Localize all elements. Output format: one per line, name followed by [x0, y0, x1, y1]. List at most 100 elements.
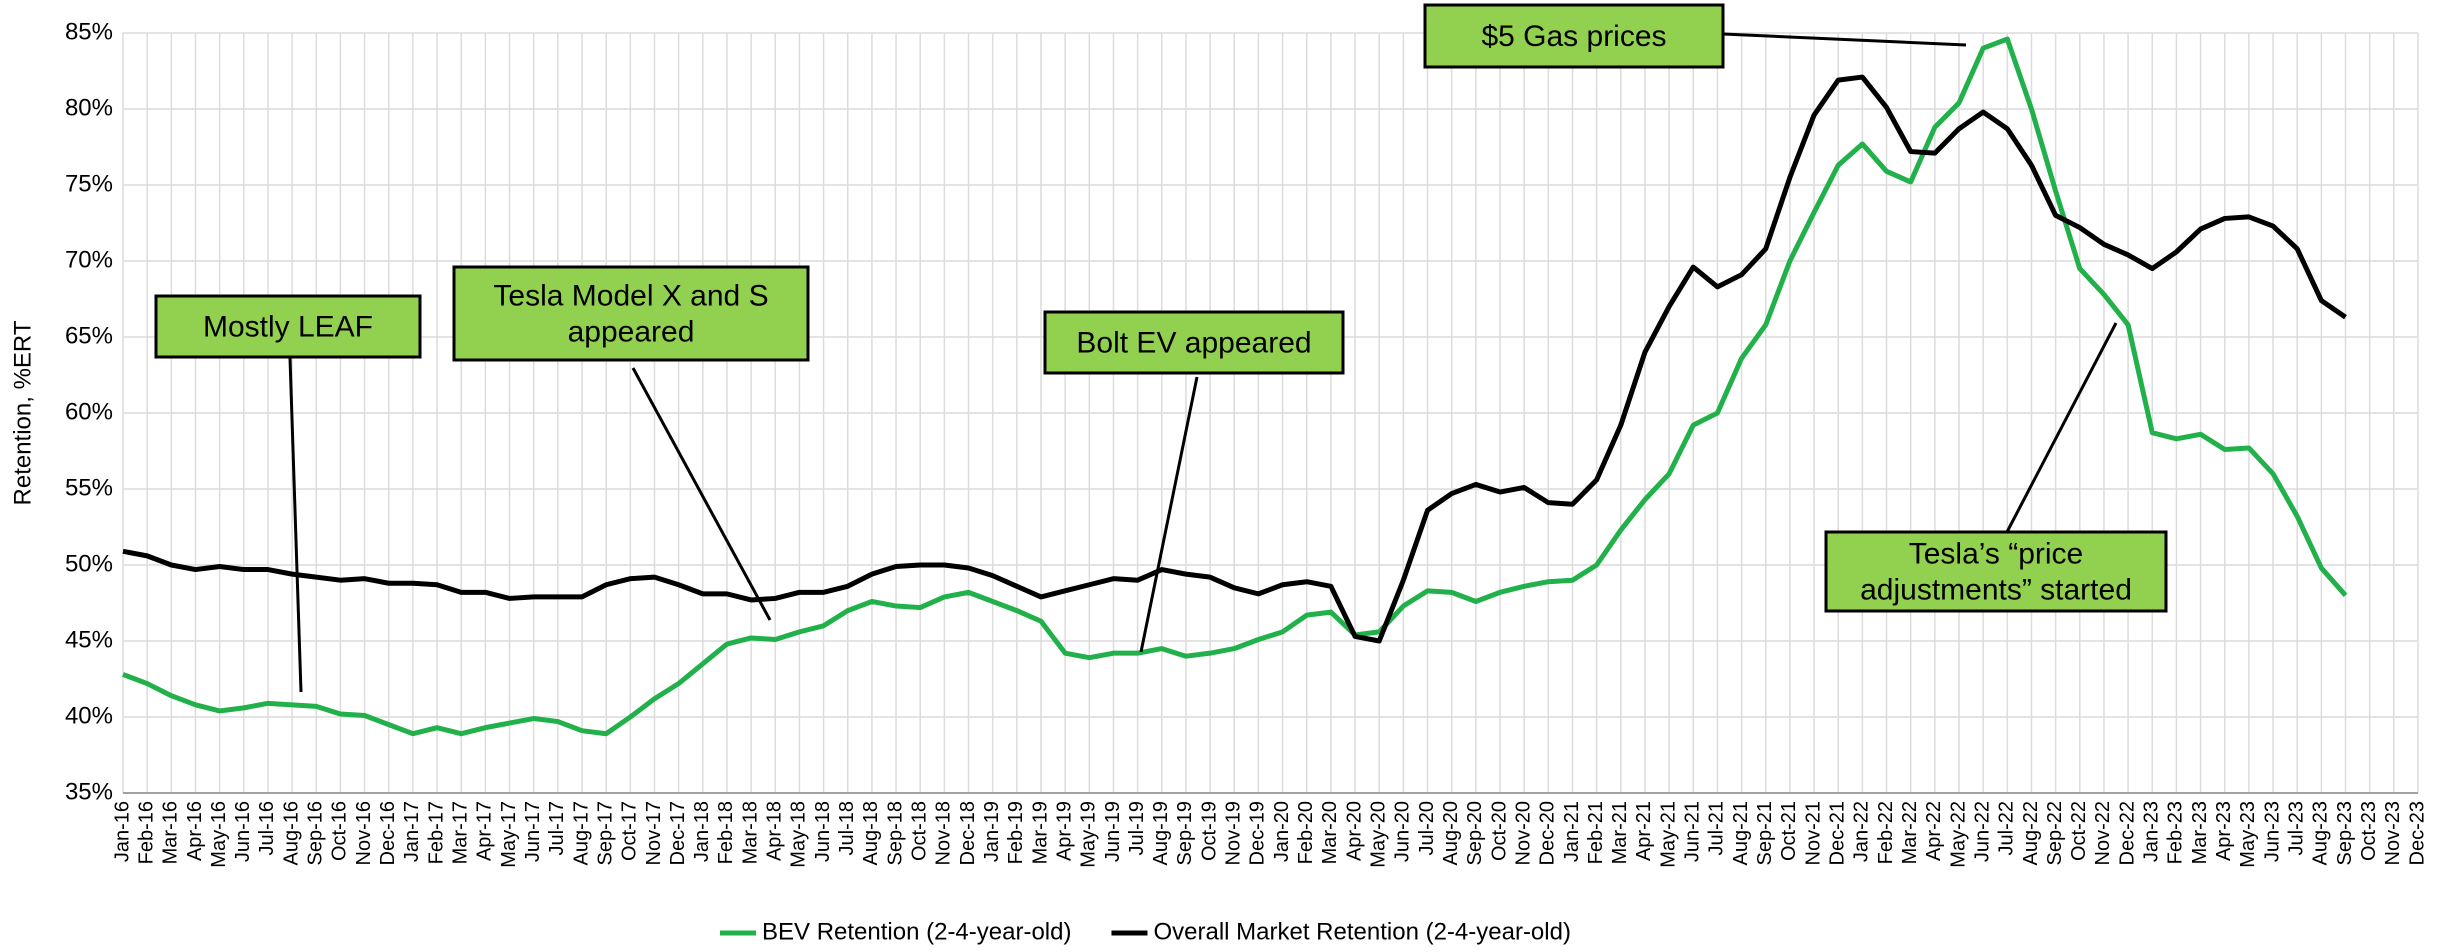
- y-tick-label: 55%: [65, 474, 113, 501]
- x-tick-label: Apr-18: [764, 801, 786, 861]
- x-tick-label: Nov-21: [1802, 801, 1824, 865]
- x-tick-label: Nov-23: [2382, 801, 2404, 865]
- x-tick-label: Dec-18: [957, 801, 979, 865]
- x-tick-label: Oct-19: [1198, 801, 1220, 861]
- x-tick-label: Mar-17: [449, 801, 471, 864]
- x-tick-label: Apr-17: [474, 801, 496, 861]
- annotation-line: [1139, 376, 1199, 653]
- x-tick-label: Apr-23: [2213, 801, 2235, 861]
- x-tick-label: Apr-21: [1633, 801, 1655, 861]
- x-tick-label: Jan-19: [981, 801, 1003, 862]
- x-tick-label: Feb-22: [1875, 801, 1897, 864]
- y-tick-label: 75%: [65, 170, 113, 197]
- x-tick-label: Jun-19: [1102, 801, 1124, 862]
- x-tick-label: Nov-19: [1223, 801, 1245, 865]
- annotation-box: [452, 265, 810, 362]
- x-tick-label: May-22: [1947, 801, 1969, 868]
- x-tick-label: Jan-17: [401, 801, 423, 862]
- x-tick-label: Sep-18: [884, 801, 906, 866]
- x-tick-label: Oct-21: [1778, 801, 1800, 861]
- x-tick-label: Sep-23: [2334, 801, 2356, 866]
- x-tick-label: Jul-16: [256, 801, 278, 855]
- x-tick-label: Nov-22: [2092, 801, 2114, 865]
- x-tick-label: Nov-17: [643, 801, 665, 865]
- series-line: [122, 36, 2348, 737]
- x-tick-label: Dec-17: [667, 801, 689, 865]
- x-tick-label: Jan-22: [1851, 801, 1873, 862]
- annotation-text: Tesla Model X and S: [493, 279, 768, 312]
- x-tick-label: May-21: [1657, 801, 1679, 868]
- x-tick-label: May-18: [788, 801, 810, 868]
- annotation-text: appeared: [568, 315, 695, 348]
- x-tick-label: Jul-19: [1126, 801, 1148, 855]
- x-tick-label: Aug-21: [1730, 801, 1752, 866]
- x-tick-label: Apr-20: [1343, 801, 1365, 861]
- y-tick-label: 65%: [65, 322, 113, 349]
- x-tick-label: Sep-21: [1754, 801, 1776, 866]
- annotation-line: [2005, 322, 2118, 533]
- x-tick-label: Jan-16: [111, 801, 133, 862]
- annotation-text: adjustments” started: [1860, 573, 2132, 606]
- annotation-box: [1824, 530, 2168, 613]
- x-tick-label: Mar-19: [1029, 801, 1051, 864]
- x-tick-label: Dec-21: [1826, 801, 1848, 865]
- x-tick-label: Oct-17: [619, 801, 641, 861]
- x-tick-label: May-17: [498, 801, 520, 868]
- x-tick-label: Nov-16: [353, 801, 375, 865]
- x-tick-label: Jun-16: [232, 801, 254, 862]
- x-tick-label: Sep-16: [305, 801, 327, 866]
- x-tick-label: Mar-23: [2189, 801, 2211, 864]
- x-tick-label: Apr-22: [1923, 801, 1945, 861]
- y-tick-label: 70%: [65, 246, 113, 273]
- y-tick-label: 35%: [65, 778, 113, 805]
- x-tick-label: Mar-21: [1609, 801, 1631, 864]
- x-tick-label: Nov-20: [1512, 801, 1534, 865]
- annotation-text: Tesla’s “price: [1909, 537, 2084, 570]
- x-tick-label: Feb-17: [425, 801, 447, 864]
- x-tick-label: Feb-18: [715, 801, 737, 864]
- y-axis-label: Retention, %ERT: [9, 320, 36, 505]
- y-tick-label: 85%: [65, 18, 113, 45]
- y-tick-label: 45%: [65, 626, 113, 653]
- annotation-text: $5 Gas prices: [1481, 20, 1666, 53]
- x-tick-label: Feb-20: [1295, 801, 1317, 864]
- x-tick-label: Aug-22: [2020, 801, 2042, 866]
- x-tick-label: Nov-18: [933, 801, 955, 865]
- x-tick-label: Jun-17: [522, 801, 544, 862]
- x-tick-label: Jun-21: [1682, 801, 1704, 862]
- x-tick-label: Dec-16: [377, 801, 399, 865]
- x-tick-label: Dec-22: [2116, 801, 2138, 865]
- x-tick-label: Aug-17: [570, 801, 592, 866]
- y-tick-label: 60%: [65, 398, 113, 425]
- x-tick-label: Aug-18: [860, 801, 882, 866]
- y-tick-label: 40%: [65, 702, 113, 729]
- x-tick-label: Dec-20: [1537, 801, 1559, 865]
- annotation-box: [154, 294, 422, 359]
- x-tick-label: Apr-19: [1053, 801, 1075, 861]
- x-tick-label: Jul-20: [1416, 801, 1438, 855]
- x-tick-label: Sep-19: [1174, 801, 1196, 866]
- x-tick-label: Oct-22: [2068, 801, 2090, 861]
- x-tick-label: Jan-20: [1271, 801, 1293, 862]
- x-tick-label: Feb-19: [1005, 801, 1027, 864]
- y-tick-label: 50%: [65, 550, 113, 577]
- x-tick-label: Jun-18: [812, 801, 834, 862]
- x-tick-label: Apr-16: [184, 801, 206, 861]
- annotation-line: [1722, 32, 1967, 47]
- annotation-line: [288, 357, 303, 693]
- x-tick-label: Feb-16: [135, 801, 157, 864]
- x-tick-label: Sep-17: [594, 801, 616, 866]
- x-tick-label: Oct-20: [1488, 801, 1510, 861]
- annotation-text: Mostly LEAF: [203, 310, 373, 343]
- x-tick-label: Aug-16: [280, 801, 302, 866]
- x-tick-label: May-20: [1367, 801, 1389, 868]
- legend-label: BEV Retention (2-4-year-old): [762, 918, 1071, 945]
- x-tick-label: May-19: [1078, 801, 1100, 868]
- x-tick-label: Jun-22: [1971, 801, 1993, 862]
- x-tick-label: Jul-23: [2285, 801, 2307, 855]
- x-tick-label: Sep-20: [1464, 801, 1486, 866]
- x-tick-label: Aug-23: [2310, 801, 2332, 866]
- x-tick-label: May-23: [2237, 801, 2259, 868]
- x-tick-label: Feb-23: [2165, 801, 2187, 864]
- x-tick-label: Mar-16: [160, 801, 182, 864]
